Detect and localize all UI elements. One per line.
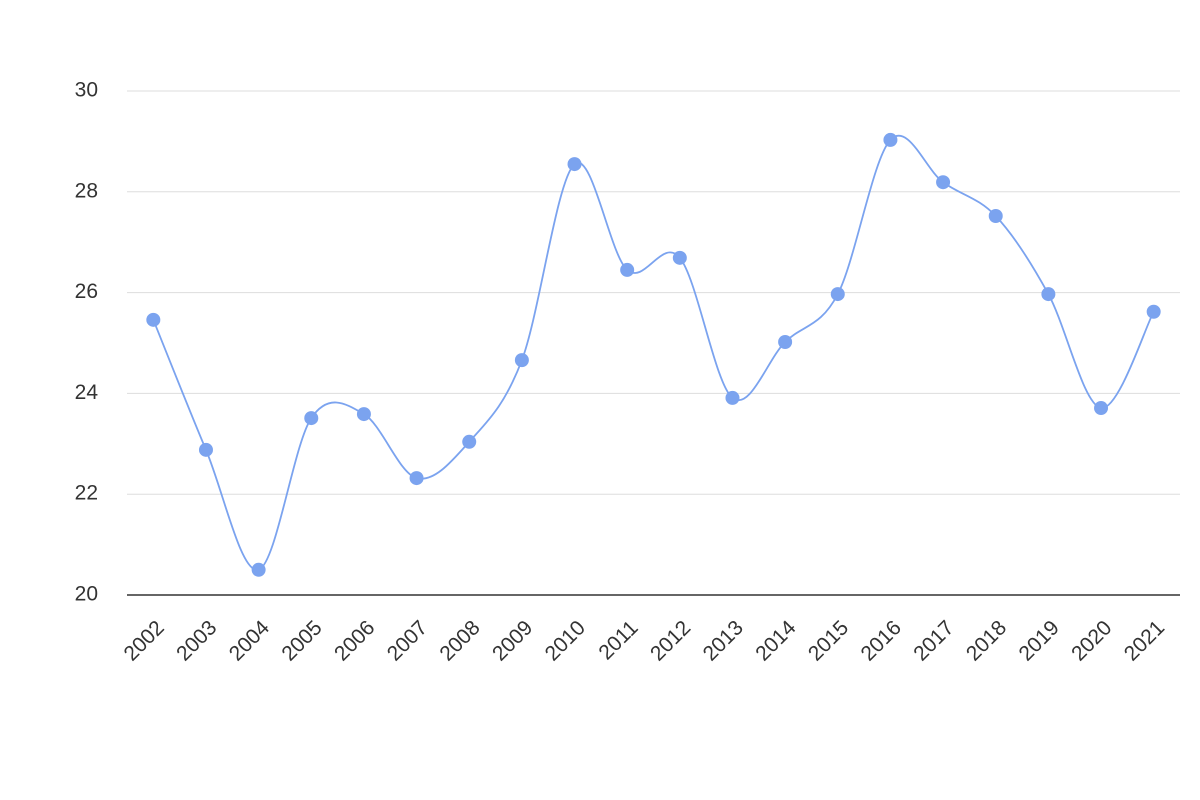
y-tick-label: 22 [75, 482, 98, 505]
point [936, 175, 951, 190]
x-tick-label: 2005 [277, 616, 326, 665]
x-tick-label: 2006 [330, 616, 379, 665]
x-tick-label: 2020 [1067, 616, 1116, 665]
x-tick-label: 2010 [541, 616, 590, 665]
y-tick-label: 20 [75, 583, 98, 606]
point [1041, 287, 1056, 302]
x-tick-label: 2004 [225, 616, 275, 666]
x-tick-label: 2021 [1120, 616, 1169, 665]
y-tick-label: 30 [75, 79, 98, 102]
x-tick-label: 2012 [646, 616, 695, 665]
point [672, 250, 687, 265]
x-tick-label: 2015 [804, 616, 853, 665]
point [304, 411, 319, 426]
x-tick-label: 2019 [1015, 616, 1064, 665]
x-tick-label: 2017 [909, 616, 958, 665]
x-tick-label: 2007 [383, 616, 432, 665]
point [883, 132, 898, 147]
line [152, 135, 1155, 571]
y-tick-label: 28 [75, 179, 98, 202]
x-tick-label: 2013 [699, 616, 748, 665]
x-tick-label: 2008 [435, 616, 484, 665]
point [198, 442, 213, 457]
point [1094, 401, 1109, 416]
y-tick-label: 26 [75, 280, 98, 303]
point [778, 334, 793, 349]
x-tick-label: 2018 [962, 616, 1011, 665]
point [251, 562, 266, 577]
point [356, 407, 371, 422]
point [146, 312, 161, 327]
x-tick-label: 2003 [172, 616, 221, 665]
x-tick-label: 2009 [488, 616, 537, 665]
point [988, 208, 1003, 223]
x-tick-label: 2016 [857, 616, 906, 665]
x-tick-label: 2002 [119, 616, 168, 665]
point [1146, 304, 1161, 319]
x-tick-label: 2011 [594, 616, 642, 664]
x-tick-label: 2014 [751, 616, 801, 666]
point [462, 434, 477, 449]
point [409, 471, 424, 486]
point [725, 390, 740, 405]
point [830, 287, 845, 302]
point [514, 353, 529, 368]
y-tick-label: 24 [75, 381, 99, 404]
point [567, 157, 582, 172]
point [620, 262, 635, 277]
